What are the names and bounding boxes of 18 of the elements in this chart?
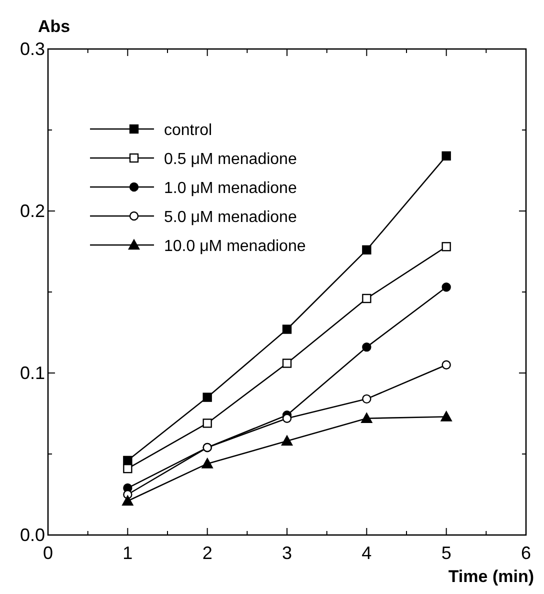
y-tick-label: 0.3 (20, 39, 45, 59)
x-tick-label: 4 (362, 543, 372, 563)
y-tick-label: 0.0 (20, 525, 45, 545)
legend-label: 0.5 μM menadione (164, 151, 297, 168)
x-tick-label: 0 (42, 543, 54, 563)
x-tick-label: 3 (282, 543, 292, 563)
y-tick-label: 0.2 (20, 201, 45, 221)
y-axis-title: Abs (38, 17, 70, 36)
x-tick-label: 2 (202, 543, 212, 563)
x-tick-label: 6 (520, 543, 532, 563)
legend-label: 1.0 μM menadione (164, 180, 297, 197)
x-tick-label: 5 (441, 543, 452, 563)
x-tick-label: 1 (122, 543, 133, 563)
x-axis-title: Time (min) (448, 567, 534, 586)
legend-label: 5.0 μM menadione (164, 209, 297, 226)
y-tick-label: 0.1 (20, 363, 45, 383)
legend-label: 10.0 μM menadione (164, 238, 306, 255)
legend-label: control (164, 122, 212, 139)
